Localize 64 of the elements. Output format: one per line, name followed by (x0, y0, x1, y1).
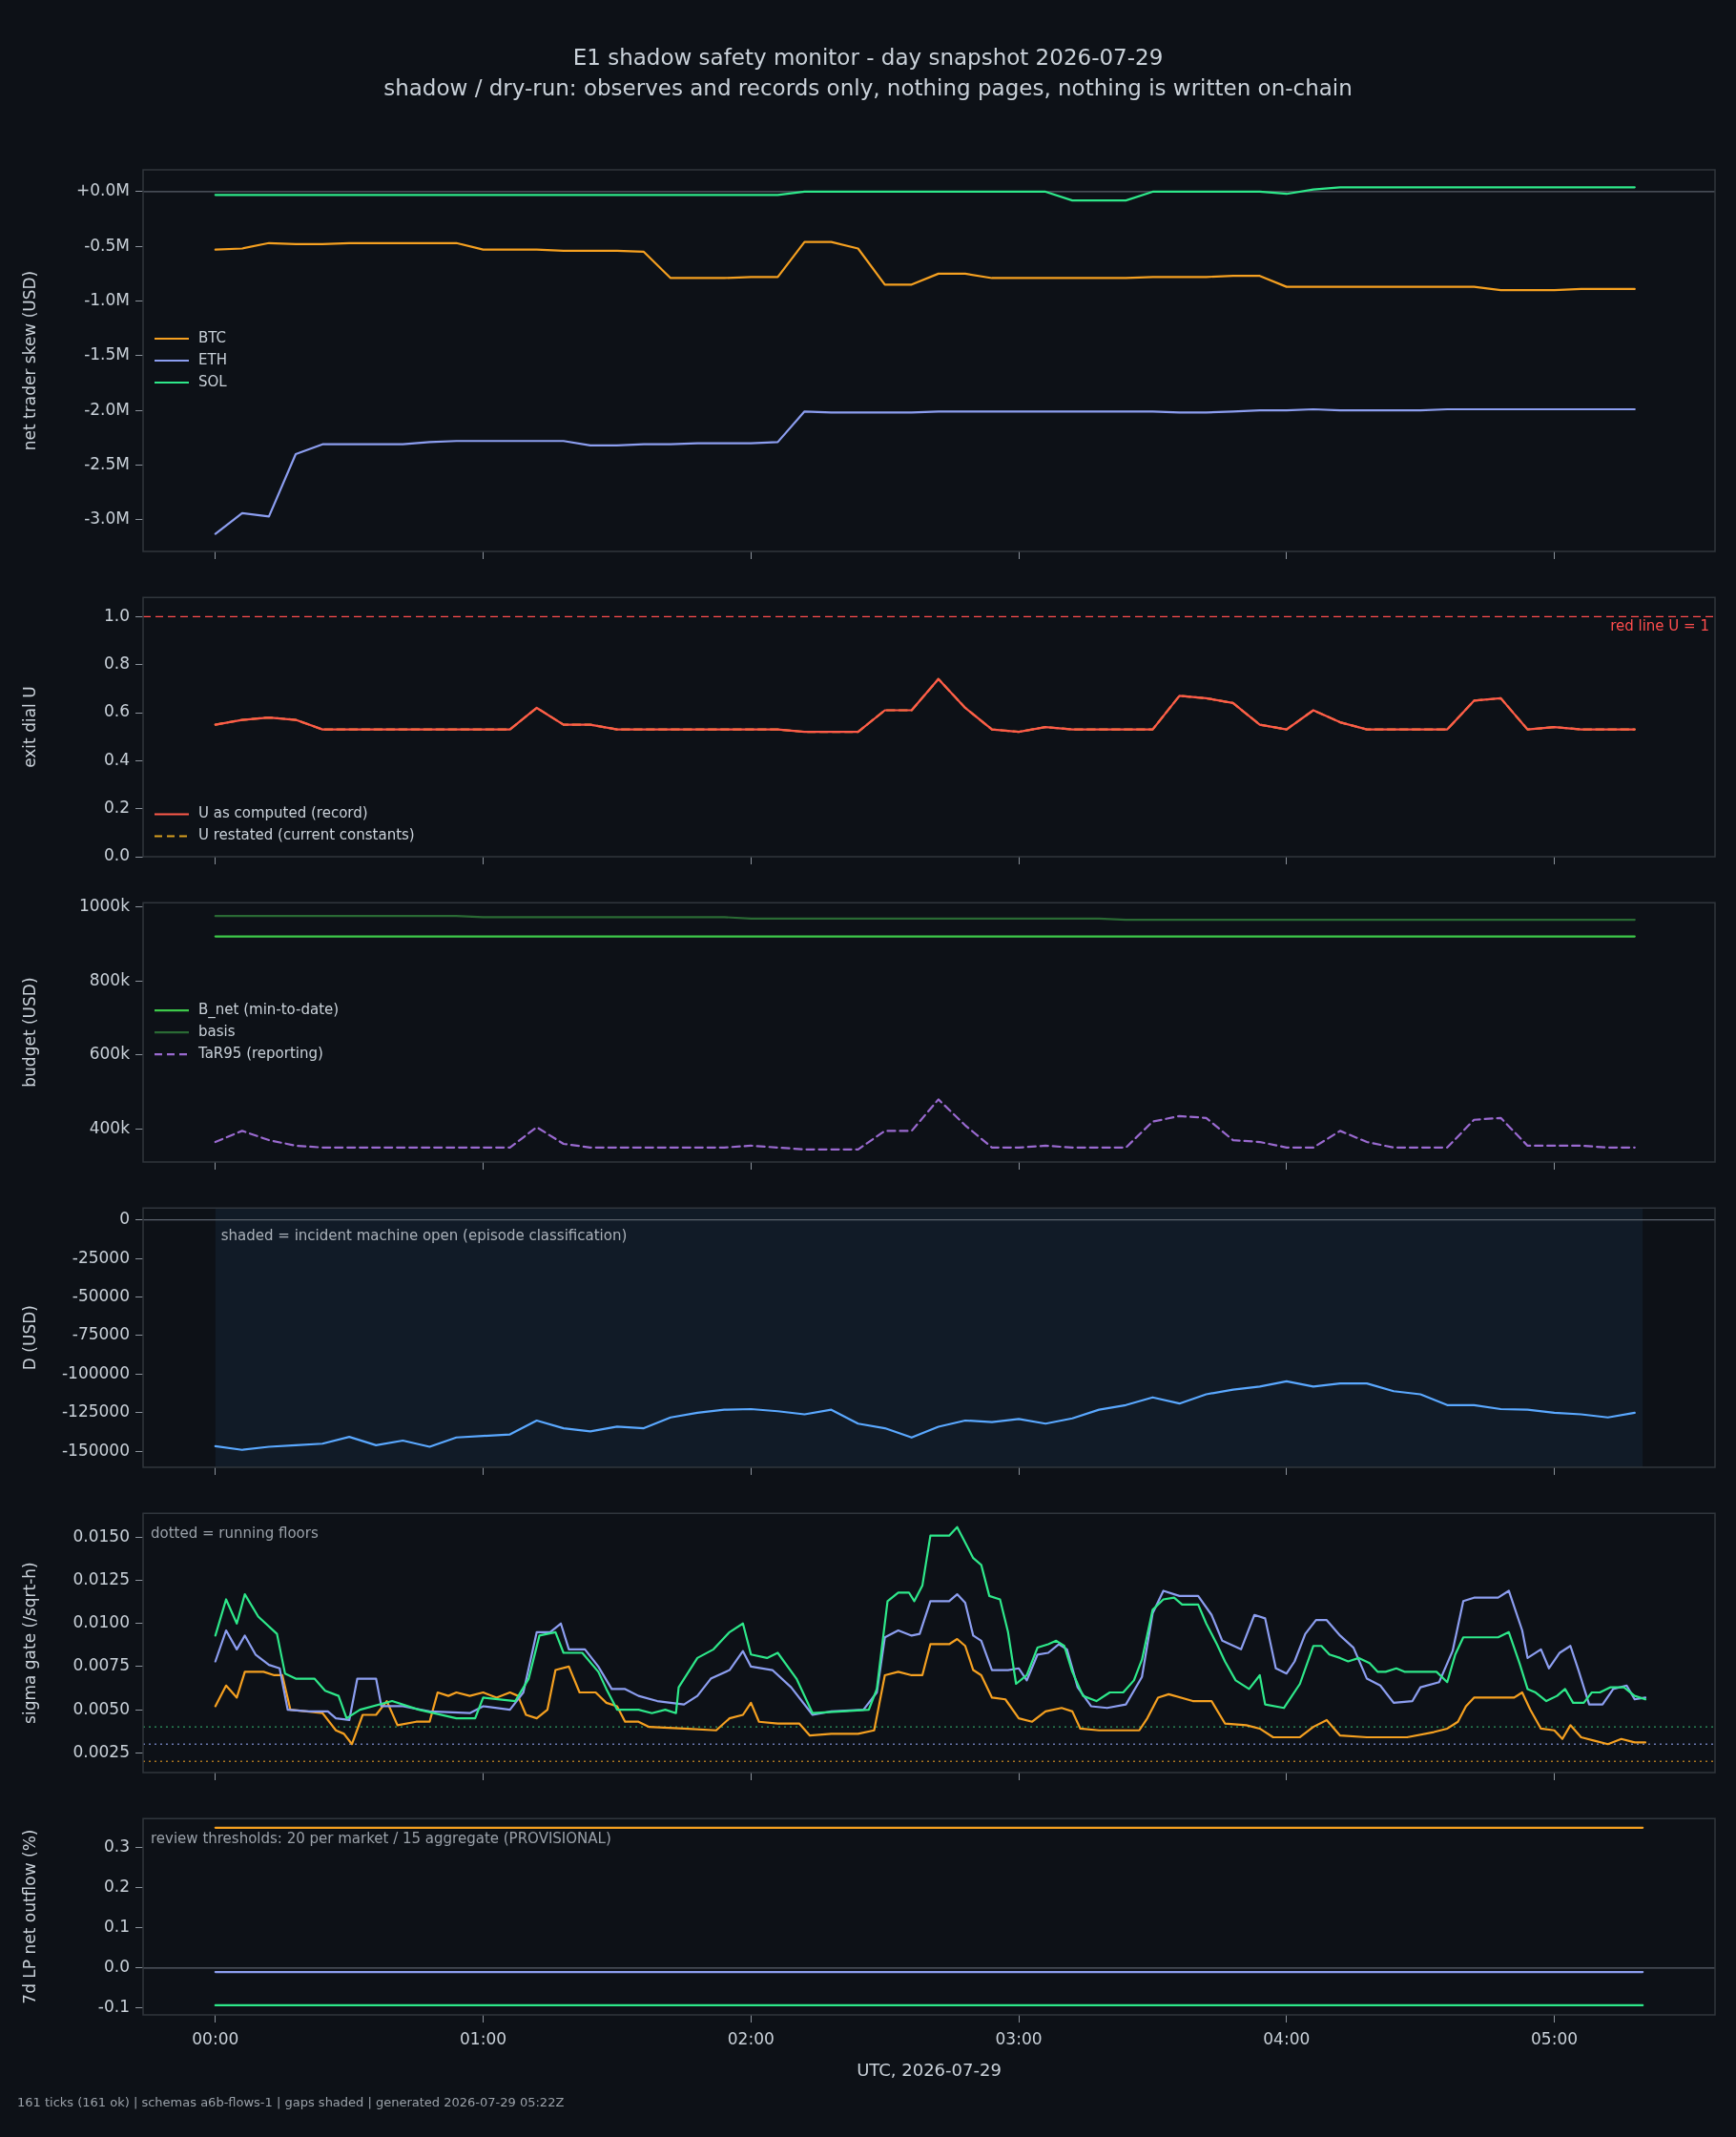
legend-label: basis (198, 1022, 236, 1040)
y-tick-label: 0.0050 (72, 1698, 130, 1718)
y-tick-label: 1000k (78, 895, 131, 915)
y-tick-label: -150000 (61, 1440, 130, 1460)
legend-label: ETH (198, 350, 227, 368)
y-tick-label: -1.0M (84, 289, 130, 309)
x-tick-label: 03:00 (995, 2028, 1043, 2048)
y-axis-title: D (USD) (19, 1305, 39, 1371)
y-tick-label: 1.0 (103, 605, 130, 625)
x-axis-title: UTC, 2026-07-29 (857, 2059, 1002, 2080)
text: 161 ticks (161 ok) | schemas a6b-flows-1 | gaps shaded | generated 2026-07-29 05:22Z (16, 2094, 566, 2109)
y-tick-label: 0.8 (103, 654, 130, 674)
y-tick-label: 0.0125 (72, 1569, 130, 1589)
legend-label: U as computed (record) (198, 804, 368, 822)
annotation: dotted = running floors (151, 1524, 319, 1542)
y-axis-title: budget (USD) (19, 977, 39, 1088)
y-tick-label: -1.5M (84, 344, 130, 364)
annotation: review thresholds: 20 per market / 15 aggregate (PROVISIONAL) (151, 1829, 611, 1847)
y-tick-label: -0.1 (97, 1997, 130, 2017)
ref-line-label: red line U = 1 (1610, 616, 1709, 634)
y-tick-label: -2.5M (84, 453, 130, 473)
y-axis-title: exit dial U (19, 686, 39, 768)
y-tick-label: -25000 (72, 1247, 130, 1267)
y-tick-label: +0.0M (76, 180, 130, 200)
y-tick-label: 0.2 (103, 798, 130, 818)
y-tick-label: -75000 (72, 1324, 130, 1344)
y-tick-label: 0.6 (103, 701, 130, 721)
y-tick-label: 800k (89, 969, 131, 989)
chart-subtitle: shadow / dry-run: observes and records only, nothing pages, nothing is written on-chain (382, 74, 1354, 102)
y-tick-label: -50000 (72, 1285, 130, 1305)
band-label: shaded = incident machine open (episode classification) (220, 1226, 628, 1244)
y-tick-label: 400k (89, 1117, 131, 1137)
y-tick-label: 0 (119, 1209, 130, 1229)
y-tick-label: 0.1 (103, 1917, 130, 1937)
y-tick-label: -2.0M (84, 399, 130, 419)
legend-label: TaR95 (reporting) (197, 1044, 323, 1062)
y-tick-label: 0.4 (103, 749, 130, 769)
y-axis-title: 7d LP net outflow (%) (19, 1829, 39, 2004)
legend-label: U restated (current constants) (198, 826, 415, 844)
x-tick-label: 01:00 (460, 2028, 507, 2048)
y-tick-label: -3.0M (84, 508, 130, 529)
x-tick-label: 00:00 (192, 2028, 239, 2048)
y-tick-label: 0.0 (103, 1957, 130, 1977)
legend-label: SOL (198, 372, 228, 390)
x-tick-label: 04:00 (1263, 2028, 1311, 2048)
y-tick-label: 600k (89, 1044, 131, 1064)
y-tick-label: -0.5M (84, 235, 130, 255)
y-axis-title: net trader skew (USD) (19, 270, 39, 451)
chart-title: E1 shadow safety monitor - day snapshot 2026-07-29 (571, 44, 1165, 72)
y-tick-label: 0.0025 (72, 1741, 130, 1761)
y-tick-label: 0.0100 (72, 1612, 130, 1632)
line-series (214, 1098, 1636, 1151)
y-tick-label: 0.0 (103, 845, 130, 865)
y-axis-title: sigma gate (/sqrt-h) (19, 1562, 39, 1724)
y-tick-label: 0.2 (103, 1877, 130, 1897)
legend-label: BTC (198, 328, 227, 346)
y-tick-label: 0.0075 (72, 1655, 130, 1675)
y-tick-label: 0.3 (103, 1836, 130, 1857)
y-tick-label: -125000 (61, 1401, 130, 1421)
y-tick-label: -100000 (61, 1362, 130, 1382)
x-tick-label: 02:00 (727, 2028, 775, 2048)
y-tick-label: 0.0150 (72, 1525, 130, 1546)
x-tick-label: 05:00 (1531, 2028, 1579, 2048)
legend-label: B_net (min-to-date) (198, 1000, 340, 1019)
